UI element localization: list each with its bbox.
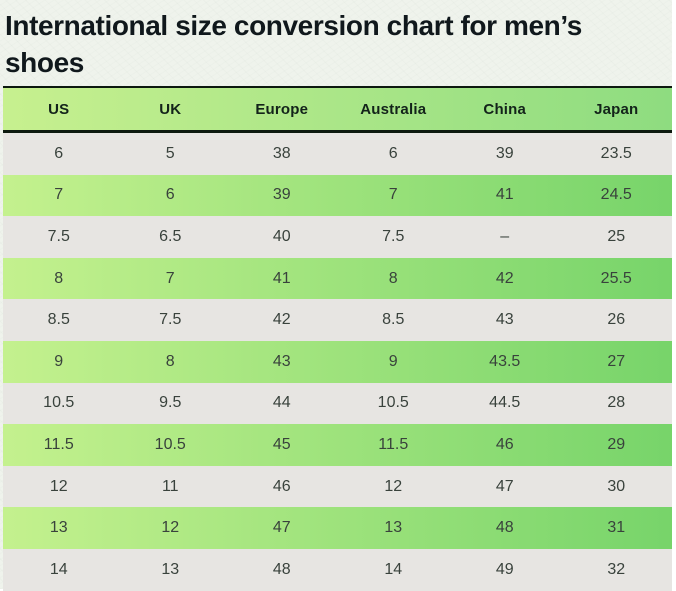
size-cell: 31 bbox=[607, 519, 626, 537]
column-header-uk: UK bbox=[114, 86, 226, 133]
table-row: 13 12 47 13 48 31 bbox=[3, 507, 672, 549]
size-cell: 44.5 bbox=[489, 394, 521, 412]
size-cell: 13 bbox=[161, 560, 180, 578]
size-cell: 29 bbox=[607, 435, 626, 453]
size-cell: 6.5 bbox=[159, 227, 182, 245]
size-cell: 44 bbox=[272, 394, 291, 412]
size-cell: 49 bbox=[495, 560, 514, 578]
table-row: 8.5 7.5 42 8.5 43 26 bbox=[3, 299, 672, 341]
size-cell: 10.5 bbox=[154, 435, 186, 453]
size-cell: 8 bbox=[54, 269, 64, 287]
page-title: International size conversion chart for … bbox=[5, 10, 582, 78]
size-cell: 42 bbox=[495, 269, 514, 287]
size-cell: 12 bbox=[49, 477, 68, 495]
size-cell: 43.5 bbox=[489, 352, 521, 370]
size-cell: 25 bbox=[607, 227, 626, 245]
size-cell: 28 bbox=[607, 394, 626, 412]
size-cell: 26 bbox=[607, 311, 626, 329]
table-row: 7.5 6.5 40 7.5 – 25 bbox=[3, 216, 672, 258]
size-cell: 8.5 bbox=[382, 311, 405, 329]
size-cell: 6 bbox=[388, 144, 398, 162]
size-cell: 13 bbox=[49, 519, 68, 537]
size-cell: 11 bbox=[161, 477, 179, 495]
size-cell: 48 bbox=[495, 519, 514, 537]
size-cell: 25.5 bbox=[600, 269, 632, 287]
size-cell: 43 bbox=[272, 352, 291, 370]
right-margin bbox=[672, 0, 676, 589]
table-row: 11.5 10.5 45 11.5 46 29 bbox=[3, 424, 672, 466]
size-cell: 11.5 bbox=[43, 435, 74, 453]
size-cell: 14 bbox=[384, 560, 403, 578]
size-cell: 9 bbox=[54, 352, 64, 370]
size-cell: 8.5 bbox=[47, 311, 70, 329]
size-cell: 9 bbox=[388, 352, 398, 370]
size-cell: 27 bbox=[607, 352, 626, 370]
table-row: 10.5 9.5 44 10.5 44.5 28 bbox=[3, 382, 672, 425]
table-row: 14 13 48 14 49 32 bbox=[3, 548, 672, 591]
table-row: 6 5 38 6 39 23.5 bbox=[3, 131, 672, 175]
size-cell: 43 bbox=[495, 311, 514, 329]
size-cell: 41 bbox=[272, 269, 291, 287]
size-cell: 6 bbox=[165, 186, 175, 204]
size-cell: 7.5 bbox=[47, 227, 70, 245]
size-cell: 7.5 bbox=[159, 311, 182, 329]
size-cell: 12 bbox=[384, 477, 403, 495]
size-cell: 38 bbox=[272, 144, 291, 162]
size-cell: 39 bbox=[495, 144, 514, 162]
table-row: 9 8 43 9 43.5 27 bbox=[3, 340, 672, 383]
column-header-australia: Australia bbox=[337, 86, 449, 133]
size-cell: 30 bbox=[607, 477, 626, 495]
size-cell: 8 bbox=[165, 352, 175, 370]
size-cell: 48 bbox=[272, 560, 291, 578]
size-cell: 10.5 bbox=[43, 394, 75, 412]
size-conversion-table: US UK Europe Australia China Japan 6 5 38 6 39 23.… bbox=[3, 86, 672, 591]
size-cell: 5 bbox=[165, 144, 175, 162]
size-cell: 7.5 bbox=[382, 227, 405, 245]
size-cell: 12 bbox=[161, 519, 180, 537]
column-header-us: US bbox=[3, 86, 115, 133]
size-cell: 13 bbox=[384, 519, 403, 537]
size-cell: 39 bbox=[272, 186, 291, 204]
size-cell: 42 bbox=[272, 311, 291, 329]
size-cell: 45 bbox=[272, 435, 291, 453]
size-cell: 7 bbox=[165, 269, 175, 287]
table-header: US UK Europe Australia China Japan bbox=[3, 86, 672, 133]
size-cell: 23.5 bbox=[600, 144, 632, 162]
column-header-china: China bbox=[449, 86, 561, 133]
table-body: 6 5 38 6 39 23.5 7 6 39 7 41 24.5 7.5 6.5 40 7.5 – 25 8 7 41… bbox=[3, 131, 672, 591]
column-header-europe: Europe bbox=[226, 86, 338, 133]
size-cell: 47 bbox=[272, 519, 291, 537]
table-row: 8 7 41 8 42 25.5 bbox=[3, 257, 672, 300]
size-cell: 46 bbox=[272, 477, 291, 495]
size-cell: 7 bbox=[54, 186, 64, 204]
size-cell: 14 bbox=[49, 560, 68, 578]
size-cell: 46 bbox=[495, 435, 514, 453]
size-cell: 47 bbox=[495, 477, 514, 495]
table-row: 7 6 39 7 41 24.5 bbox=[3, 174, 672, 217]
size-cell: 6 bbox=[54, 144, 64, 162]
size-cell: 11.5 bbox=[378, 435, 409, 453]
size-cell: 41 bbox=[495, 186, 514, 204]
size-cell: 7 bbox=[388, 186, 398, 204]
size-cell: – bbox=[500, 227, 510, 245]
table-header-row: US UK Europe Australia China Japan bbox=[3, 86, 672, 133]
size-cell: 10.5 bbox=[377, 394, 409, 412]
size-cell: 8 bbox=[388, 269, 398, 287]
size-cell: 40 bbox=[272, 227, 291, 245]
size-cell: 32 bbox=[607, 560, 626, 578]
table-row: 12 11 46 12 47 30 bbox=[3, 465, 672, 508]
size-cell: 9.5 bbox=[159, 394, 182, 412]
column-header-japan: Japan bbox=[560, 86, 672, 133]
size-cell: 24.5 bbox=[600, 186, 632, 204]
